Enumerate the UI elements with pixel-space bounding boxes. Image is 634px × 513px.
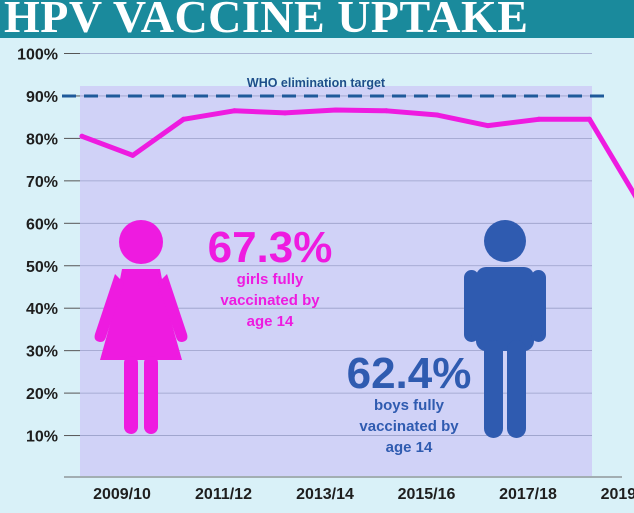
data-point [333,107,339,113]
data-point [384,108,389,114]
who-target-label: WHO elimination target [247,76,386,90]
boys-stat-line2: vaccinated by [359,418,459,435]
uptake-points [79,107,592,158]
x-tick-label: 2015/16 [398,486,456,503]
boy-icon [464,220,546,438]
girls-stat-line2: vaccinated by [220,292,320,309]
data-point [434,112,440,118]
y-tick-label: 90% [26,89,58,106]
y-tick-label: 60% [26,216,58,233]
girls-stat-line3: age 14 [247,313,294,330]
boys-stat-line1: boys fully [374,397,445,414]
y-tick-label: 10% [26,429,58,446]
data-point [231,108,237,114]
data-point [130,152,136,158]
y-tick-label: 50% [26,259,58,276]
y-tick-label: 30% [26,344,58,361]
girls-stat-value: 67.3% [208,223,333,272]
x-tick-label: 2013/14 [296,486,354,503]
data-point [79,133,85,139]
x-tick-label: 2017/18 [499,486,557,503]
girl-icon [94,220,188,434]
uptake-series-line [79,107,634,199]
y-tick-label: 80% [26,131,58,148]
girls-stat-line1: girls fully [237,271,304,288]
y-tick-label: 20% [26,386,58,403]
y-axis: 10% 20% 30% 40% 50% 60% 70% 80% 90% 100% [17,47,80,446]
data-point [536,116,542,122]
x-axis: 2009/10 2011/12 2013/14 2015/16 2017/18 2019/… [93,486,634,503]
data-point [485,123,491,129]
data-point [587,116,592,122]
title-banner: HPV VACCINE UPTAKE [0,0,634,38]
boys-stat-value: 62.4% [347,349,472,398]
x-tick-label: 2009/10 [93,486,151,503]
y-tick-label: 40% [26,301,58,318]
x-tick-label: 2011/12 [195,486,252,503]
data-point [282,110,288,116]
data-point [181,116,186,122]
x-tick-label: 2019/20 [601,486,634,503]
boys-stat-line3: age 14 [386,439,433,456]
y-tick-label: 100% [17,47,58,64]
chart-title: HPV VACCINE UPTAKE [4,0,529,38]
y-tick-label: 70% [26,174,58,191]
